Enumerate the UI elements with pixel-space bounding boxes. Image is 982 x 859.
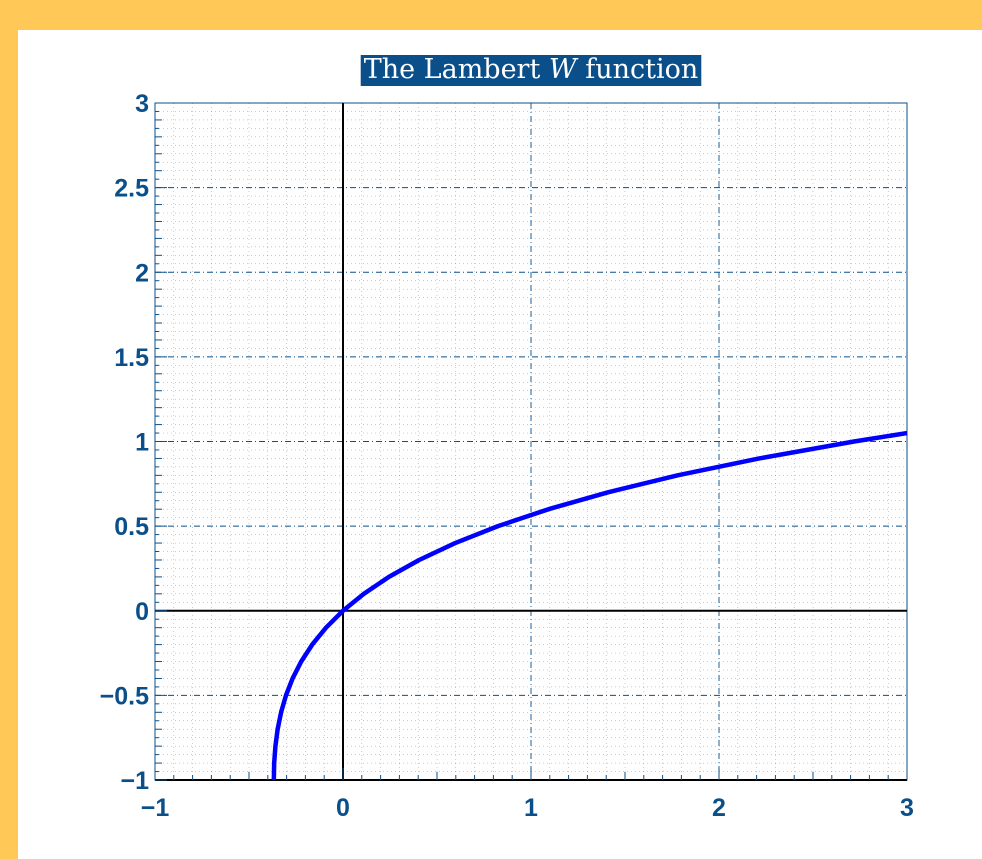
y-tick-label: 2.5 (114, 175, 149, 203)
y-tick-label: 1.5 (114, 344, 149, 372)
tick-marks (154, 102, 908, 781)
title-background (360, 55, 702, 86)
chart-title: The Lambert W function (364, 54, 699, 85)
x-tick-label: 2 (712, 794, 726, 822)
x-tick-label: 1 (524, 794, 538, 822)
title-part-2: W (549, 54, 579, 85)
y-tick-label: 0.5 (114, 513, 149, 541)
x-tick-label: 0 (336, 794, 350, 822)
x-tick-label: 3 (900, 794, 914, 822)
x-tick-labels: −1 0 1 2 3 (141, 794, 914, 822)
y-tick-label: −0.5 (100, 682, 149, 710)
x-tick-label: −1 (141, 794, 170, 822)
y-tick-label: 0 (135, 598, 149, 626)
title-part-3: function (577, 54, 699, 85)
title-part-1: The Lambert (364, 54, 549, 85)
y-tick-label: 1 (135, 429, 149, 457)
y-tick-label: 2 (135, 259, 149, 287)
lambert-w-chart: −1 0 1 2 3 −1 −0.5 0 0.5 1 1.5 2 2.5 3 The Lambert W… (100, 54, 914, 822)
y-tick-label: −1 (120, 767, 149, 795)
y-tick-label: 3 (135, 90, 149, 118)
series-line-lambert-w (271, 430, 908, 781)
plot-frame: −1 0 1 2 3 −1 −0.5 0 0.5 1 1.5 2 2.5 3 The Lambert W… (18, 30, 982, 859)
y-tick-labels: −1 −0.5 0 0.5 1 1.5 2 2.5 3 (100, 90, 149, 795)
